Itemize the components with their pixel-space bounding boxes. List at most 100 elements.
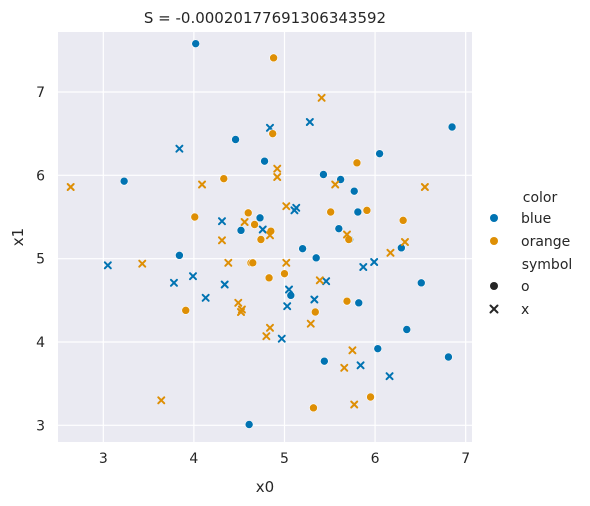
data-point-orange-x bbox=[342, 230, 351, 239]
data-point-orange-x bbox=[317, 93, 326, 102]
data-point-blue-o bbox=[311, 253, 321, 263]
data-point-orange-x bbox=[224, 258, 233, 267]
data-point-blue-x bbox=[359, 263, 368, 271]
data-point-orange-o bbox=[268, 129, 278, 138]
legend-label-o: o bbox=[521, 279, 530, 295]
data-point-blue-x bbox=[175, 144, 184, 153]
data-point-orange-x bbox=[217, 236, 226, 245]
data-point-orange-x bbox=[350, 400, 359, 409]
data-point-orange-x bbox=[315, 276, 324, 285]
data-point-orange-x bbox=[138, 259, 147, 268]
data-point-blue-o bbox=[191, 39, 200, 48]
data-point-orange-o bbox=[248, 258, 258, 268]
x-tick-label: 3 bbox=[99, 451, 108, 467]
data-point-blue-o bbox=[349, 186, 359, 196]
x-tick-label: 4 bbox=[189, 451, 198, 467]
x-tick-label: 6 bbox=[371, 451, 380, 467]
data-point-orange-x bbox=[282, 258, 291, 267]
y-tick-label: 7 bbox=[36, 85, 45, 101]
data-point-blue-o bbox=[416, 278, 426, 288]
data-point-orange-o bbox=[366, 392, 375, 402]
data-point-orange-o bbox=[269, 53, 278, 63]
data-point-blue-o bbox=[354, 298, 364, 308]
data-point-blue-x bbox=[201, 293, 210, 302]
y-tick-label: 5 bbox=[36, 252, 45, 268]
data-point-orange-o bbox=[181, 306, 191, 315]
data-point-orange-x bbox=[262, 332, 271, 341]
data-point-blue-o bbox=[119, 176, 129, 186]
data-point-blue-x bbox=[188, 272, 197, 281]
legend-color-title: color bbox=[523, 190, 558, 206]
y-tick-label: 3 bbox=[36, 418, 45, 434]
y-tick-label: 6 bbox=[36, 168, 45, 184]
data-point-orange-o bbox=[250, 220, 259, 229]
data-point-orange-o bbox=[362, 206, 372, 215]
data-point-blue-x bbox=[283, 302, 292, 311]
data-point-blue-x bbox=[169, 278, 178, 287]
data-point-blue-x bbox=[292, 203, 301, 212]
data-point-blue-x bbox=[103, 261, 112, 270]
data-point-blue-x bbox=[370, 258, 379, 266]
legend-label-orange: orange bbox=[521, 234, 570, 250]
gridlines bbox=[58, 32, 472, 442]
data-point-orange-o bbox=[256, 235, 266, 244]
legend-marker-orange bbox=[490, 237, 498, 245]
data-point-orange-x bbox=[420, 183, 429, 191]
legend-marker-circle bbox=[490, 282, 498, 290]
data-point-blue-x bbox=[217, 217, 226, 226]
data-point-blue-o bbox=[373, 344, 383, 353]
data-point-blue-o bbox=[447, 122, 457, 132]
x-axis-label: x0 bbox=[256, 478, 274, 496]
data-point-orange-o bbox=[309, 403, 318, 413]
legend-item-orange: orange bbox=[490, 234, 570, 250]
chart-title: S = -0.00020177691306343592 bbox=[144, 9, 386, 27]
data-point-orange-x bbox=[157, 396, 166, 405]
y-tick-label: 4 bbox=[36, 335, 45, 351]
data-point-orange-x bbox=[265, 231, 274, 240]
data-point-orange-o bbox=[352, 158, 362, 168]
data-point-blue-o bbox=[375, 149, 384, 158]
data-point-orange-x bbox=[348, 346, 357, 355]
data-points bbox=[66, 39, 457, 429]
legend: color blue orange symbol o x bbox=[489, 190, 572, 318]
data-point-orange-x bbox=[265, 323, 274, 332]
data-point-orange-x bbox=[234, 298, 243, 307]
data-point-blue-o bbox=[334, 224, 344, 233]
x-tick-label: 7 bbox=[461, 451, 470, 467]
data-point-orange-o bbox=[219, 174, 229, 183]
data-point-blue-o bbox=[319, 170, 328, 179]
data-point-orange-o bbox=[243, 208, 253, 218]
data-point-blue-o bbox=[444, 352, 453, 362]
x-tick-label: 5 bbox=[280, 451, 289, 467]
data-point-blue-o bbox=[175, 251, 184, 260]
data-point-blue-o bbox=[260, 156, 269, 166]
data-point-blue-o bbox=[236, 226, 246, 235]
data-point-orange-o bbox=[398, 216, 408, 225]
data-point-orange-o bbox=[310, 307, 320, 317]
y-axis-label: x1 bbox=[9, 228, 27, 246]
legend-marker-x bbox=[489, 304, 499, 314]
data-point-blue-x bbox=[322, 277, 331, 286]
data-point-orange-x bbox=[340, 363, 349, 372]
legend-item-x: x bbox=[489, 302, 529, 318]
data-point-orange-o bbox=[264, 273, 274, 283]
data-point-blue-o bbox=[397, 243, 406, 253]
data-point-orange-x bbox=[273, 164, 282, 173]
data-point-blue-x bbox=[277, 334, 286, 343]
data-point-blue-x bbox=[285, 285, 294, 294]
plot-background bbox=[58, 32, 472, 442]
legend-item-blue: blue bbox=[490, 211, 551, 227]
y-tick-labels: 3 4 5 6 7 bbox=[36, 85, 45, 434]
x-tick-labels: 3 4 5 6 7 bbox=[99, 451, 470, 467]
data-point-blue-o bbox=[353, 207, 363, 217]
data-point-orange-o bbox=[342, 296, 352, 306]
data-point-blue-x bbox=[310, 295, 319, 304]
data-point-orange-o bbox=[190, 212, 200, 222]
data-point-blue-x bbox=[258, 225, 267, 234]
legend-item-o: o bbox=[490, 279, 530, 295]
data-point-blue-x bbox=[305, 118, 314, 126]
data-point-orange-x bbox=[306, 319, 315, 328]
data-point-orange-x bbox=[331, 180, 340, 189]
data-point-blue-o bbox=[402, 325, 412, 334]
